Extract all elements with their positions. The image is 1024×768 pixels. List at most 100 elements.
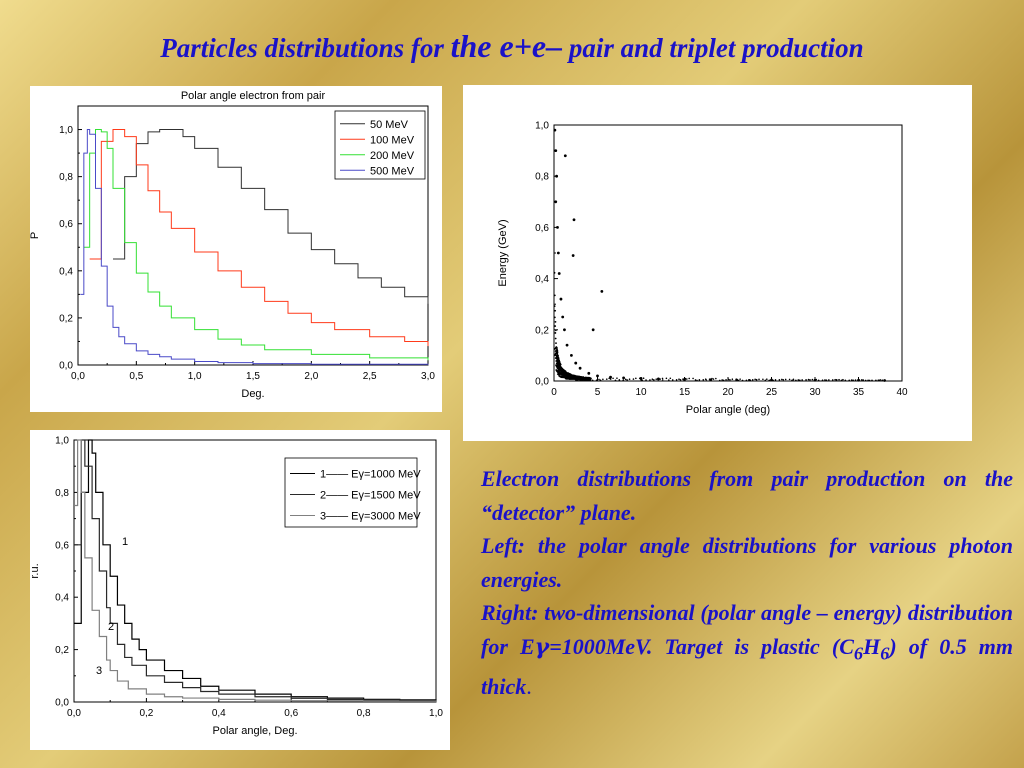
chart2-point: [556, 352, 559, 355]
chart2-point: [642, 377, 645, 379]
chart2-point: [554, 357, 557, 360]
chart2-point: [735, 378, 738, 380]
chart2-point: [553, 294, 556, 297]
chart2-point: [748, 379, 750, 381]
chart2-point: [807, 378, 810, 381]
caption-h: H: [863, 633, 881, 659]
chart2-point: [556, 359, 559, 362]
chart1-x-tick-label: 3,0: [421, 371, 435, 382]
chart2-point: [567, 372, 570, 375]
chart3-x-tick-label: 0,2: [139, 708, 153, 719]
chart2-point: [801, 379, 803, 381]
caption-line2: Left: the polar angle distributions for …: [481, 533, 1013, 592]
chart2-point: [867, 379, 869, 382]
chart2-point: [582, 377, 585, 380]
chart2-point: [557, 373, 560, 376]
chart2-point: [566, 374, 569, 376]
chart3-x-tick-label: 0,8: [357, 708, 371, 719]
chart2-point: [858, 379, 861, 381]
chart2-y-tick-label: 0,0: [535, 377, 549, 388]
chart1-series-line: [80, 129, 429, 365]
chart2-point: [778, 378, 781, 381]
chart2-point: [795, 379, 797, 382]
chart2-point: [641, 379, 643, 381]
chart1-y-tick-label: 1,0: [59, 125, 73, 136]
chart2-point: [791, 379, 793, 382]
chart2-point: [555, 174, 559, 178]
chart2-point: [558, 362, 560, 365]
chart1-legend-box: [334, 110, 426, 180]
chart2-point: [840, 379, 843, 382]
chart2-point: [659, 378, 661, 380]
chart2-point: [565, 343, 569, 347]
chart2-point: [809, 379, 811, 381]
chart2-point: [555, 342, 557, 345]
chart2-point: [781, 378, 783, 381]
chart2-point: [563, 328, 566, 332]
chart2-point: [591, 328, 595, 332]
chart2-point: [554, 350, 557, 352]
chart2-point: [698, 379, 701, 381]
chart3-x-tick-label: 0,6: [284, 708, 298, 719]
chart1-x-tick-label: 1,5: [246, 371, 260, 382]
chart2-point: [696, 379, 698, 382]
chart2-point: [657, 377, 660, 380]
chart2-point: [600, 290, 604, 293]
chart2-point: [578, 366, 582, 370]
chart2-point: [718, 379, 721, 382]
chart2-point: [574, 375, 577, 378]
chart2-point: [844, 379, 847, 382]
chart2-point: [797, 379, 800, 381]
chart2-point: [587, 371, 591, 375]
chart2-point: [708, 378, 711, 380]
chart1-legend-label: 50 MeV: [370, 119, 409, 131]
chart2-point: [711, 377, 713, 380]
chart2-point: [599, 379, 602, 381]
caption-end: .: [526, 674, 532, 700]
chart2-point: [875, 379, 877, 382]
chart2-point: [694, 379, 697, 381]
chart2-point: [554, 347, 556, 350]
chart2-point: [679, 378, 682, 381]
chart2-point: [685, 378, 688, 380]
chart2-point: [704, 378, 707, 381]
chart2-point: [556, 226, 559, 229]
chart2-point: [871, 379, 873, 382]
chart2-point: [591, 379, 594, 382]
chart3-y-tick-label: 1,0: [55, 436, 69, 447]
chart2-point: [727, 378, 730, 381]
chart2-point: [553, 271, 556, 274]
chart2-point: [563, 154, 567, 158]
chart3-x-tick-label: 1,0: [429, 708, 443, 719]
chart2-point: [556, 251, 560, 255]
chart2-point: [798, 379, 801, 382]
chart2-point: [595, 379, 598, 382]
relative-units-chart-svg: 0,0 0,2 0,4 0,6 0,8 1,0 0,0 0,2 0,4 0,6 0,8 1,0 Pola…: [29, 436, 443, 738]
chart2-point: [722, 379, 725, 382]
chart1-x-tick-label: 2,0: [304, 371, 318, 382]
chart2-point: [557, 369, 560, 372]
chart2-point: [815, 378, 818, 381]
chart2-point: [568, 378, 571, 381]
chart2-point: [749, 379, 752, 382]
chart1-x-tick-label: 0,0: [71, 371, 85, 382]
caption-line3a: Right: two-dimensional (polar angle – en…: [481, 600, 1013, 659]
chart2-point: [589, 377, 592, 379]
chart2-point: [712, 378, 715, 380]
chart2-point: [805, 379, 807, 381]
chart2-point: [558, 364, 561, 367]
chart2-point: [721, 379, 723, 381]
chart2-point: [684, 377, 687, 380]
chart2-point: [792, 378, 795, 381]
chart2-point: [821, 379, 824, 382]
chart2-point: [755, 378, 758, 381]
chart2-point: [554, 321, 557, 323]
chart2-x-tick-label: 35: [853, 387, 865, 398]
chart3-series-label: 2: [108, 621, 114, 633]
chart2-point: [850, 379, 853, 381]
chart2-point: [883, 379, 886, 382]
chart3-legend-label: 2—— Eγ=1500 MeV: [320, 490, 421, 502]
chart2-point: [554, 329, 557, 332]
chart2-point: [688, 377, 690, 380]
chart2-point: [692, 377, 694, 380]
